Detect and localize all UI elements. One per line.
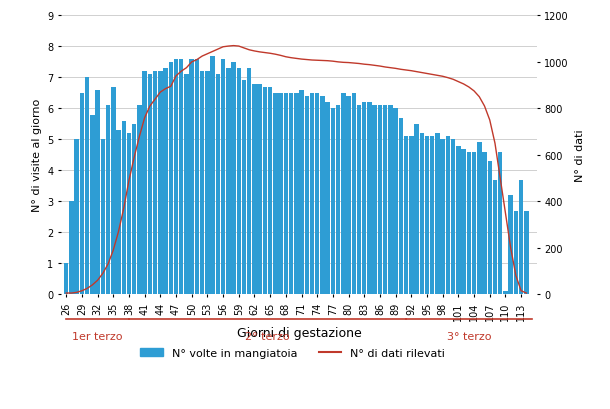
- Bar: [467, 152, 471, 294]
- Bar: [440, 140, 445, 294]
- Bar: [69, 202, 74, 294]
- Bar: [247, 69, 251, 294]
- Text: 1er terzo: 1er terzo: [73, 331, 123, 341]
- Bar: [487, 162, 492, 294]
- Bar: [242, 81, 246, 294]
- Bar: [200, 72, 204, 294]
- Bar: [179, 60, 184, 294]
- Bar: [326, 103, 330, 294]
- Y-axis label: N° di dati: N° di dati: [575, 129, 584, 182]
- Bar: [362, 103, 367, 294]
- Bar: [320, 97, 325, 294]
- Bar: [357, 106, 361, 294]
- Bar: [436, 134, 440, 294]
- Bar: [393, 109, 398, 294]
- Bar: [472, 152, 476, 294]
- Bar: [336, 106, 340, 294]
- Bar: [74, 140, 79, 294]
- Bar: [351, 94, 356, 294]
- Bar: [477, 143, 481, 294]
- Bar: [257, 84, 262, 294]
- Bar: [304, 97, 309, 294]
- Bar: [221, 60, 225, 294]
- Bar: [268, 88, 273, 294]
- Bar: [143, 72, 147, 294]
- Bar: [409, 137, 414, 294]
- Bar: [205, 72, 210, 294]
- Bar: [117, 131, 121, 294]
- Bar: [331, 109, 335, 294]
- Bar: [414, 124, 419, 294]
- Y-axis label: N° di visite al giorno: N° di visite al giorno: [32, 99, 41, 212]
- Bar: [519, 180, 523, 294]
- Bar: [132, 124, 137, 294]
- Bar: [446, 137, 450, 294]
- Bar: [90, 115, 95, 294]
- Bar: [509, 196, 513, 294]
- Bar: [294, 94, 298, 294]
- Bar: [430, 137, 434, 294]
- Bar: [284, 94, 288, 294]
- Bar: [399, 118, 403, 294]
- Bar: [148, 75, 152, 294]
- Bar: [310, 94, 314, 294]
- Bar: [184, 75, 188, 294]
- Text: 3° terzo: 3° terzo: [447, 331, 491, 341]
- Bar: [195, 60, 199, 294]
- Bar: [85, 78, 89, 294]
- Bar: [378, 106, 382, 294]
- Bar: [253, 84, 257, 294]
- Bar: [190, 60, 194, 294]
- Bar: [373, 106, 377, 294]
- Legend: N° volte in mangiatoia, N° di dati rilevati: N° volte in mangiatoia, N° di dati rilev…: [136, 344, 450, 362]
- Bar: [404, 137, 408, 294]
- Bar: [503, 291, 508, 294]
- Bar: [456, 146, 461, 294]
- Bar: [80, 94, 84, 294]
- Bar: [226, 69, 231, 294]
- Bar: [168, 63, 173, 294]
- Bar: [106, 106, 110, 294]
- Bar: [388, 106, 393, 294]
- Bar: [216, 75, 220, 294]
- Bar: [263, 88, 267, 294]
- Bar: [498, 152, 503, 294]
- Bar: [163, 69, 168, 294]
- Bar: [524, 211, 528, 294]
- Bar: [346, 97, 351, 294]
- Bar: [451, 140, 455, 294]
- Bar: [237, 69, 241, 294]
- Text: 2° terzo: 2° terzo: [245, 331, 290, 341]
- Bar: [289, 94, 293, 294]
- Bar: [137, 106, 142, 294]
- Bar: [210, 56, 215, 294]
- Bar: [483, 152, 487, 294]
- Bar: [383, 106, 387, 294]
- Bar: [153, 72, 157, 294]
- Bar: [420, 134, 424, 294]
- Bar: [493, 180, 497, 294]
- Bar: [231, 63, 235, 294]
- Bar: [341, 94, 346, 294]
- Bar: [273, 94, 278, 294]
- Bar: [367, 103, 371, 294]
- Bar: [64, 263, 68, 294]
- Bar: [95, 90, 100, 294]
- Bar: [461, 149, 466, 294]
- Bar: [101, 140, 105, 294]
- Bar: [174, 60, 178, 294]
- Bar: [127, 134, 131, 294]
- Bar: [278, 94, 283, 294]
- Bar: [111, 88, 115, 294]
- Bar: [300, 90, 304, 294]
- Bar: [514, 211, 518, 294]
- Bar: [425, 137, 429, 294]
- X-axis label: Giorni di gestazione: Giorni di gestazione: [237, 326, 361, 339]
- Bar: [315, 94, 320, 294]
- Bar: [158, 72, 162, 294]
- Bar: [121, 121, 126, 294]
